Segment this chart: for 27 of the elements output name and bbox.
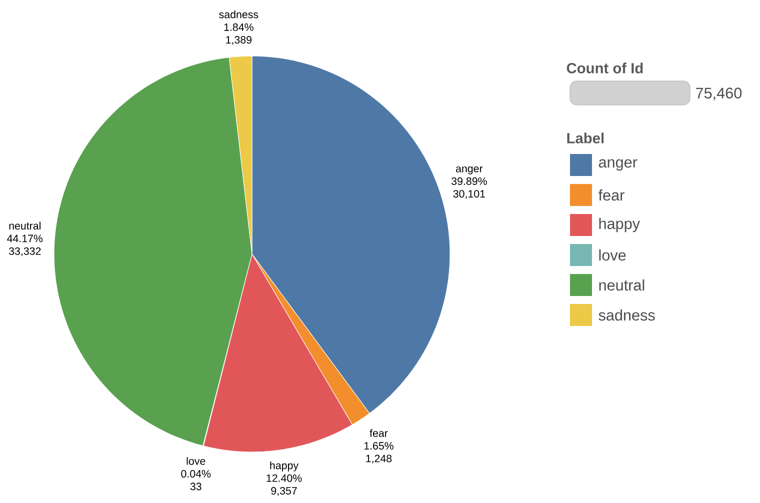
slice-label: happy	[270, 461, 299, 472]
slice-label: anger	[456, 166, 483, 174]
text: Count of Id	[566, 62, 643, 74]
data-label: 33	[190, 482, 202, 490]
slice-label: love	[186, 457, 206, 465]
text: 39.89%	[452, 177, 487, 185]
legend-label: love	[599, 249, 626, 261]
text: 75,460	[696, 88, 742, 100]
text: 0.04%	[181, 470, 211, 478]
slice-label: fear	[370, 429, 388, 437]
text: 12.40%	[266, 474, 302, 482]
legend-label: neutral	[599, 279, 644, 291]
category-label: sadness	[219, 10, 258, 18]
data-label: 1,389	[226, 36, 252, 45]
data-label: 9,357	[271, 487, 297, 496]
slice-label: neutral	[9, 222, 40, 230]
text: 1.65%	[364, 442, 394, 450]
text: 44.17%	[7, 234, 43, 242]
legend-label: anger	[598, 159, 638, 171]
data-label: 30,101	[453, 190, 485, 199]
legend-label: happy	[599, 218, 640, 232]
data-label: 33,332	[8, 247, 41, 256]
legend-label: sadness	[598, 309, 655, 321]
legend-label: fear	[598, 189, 624, 201]
text: 1.84%	[224, 23, 254, 31]
legend-title: Label	[567, 132, 604, 144]
data-label: 1,248	[366, 454, 392, 464]
